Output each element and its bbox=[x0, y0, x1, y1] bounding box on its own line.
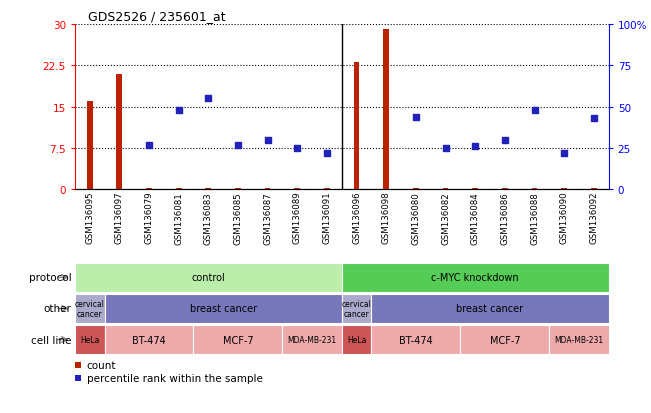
Text: HeLa: HeLa bbox=[347, 335, 367, 344]
Point bbox=[470, 144, 480, 150]
Bar bbox=[591, 189, 597, 190]
Bar bbox=[372, 294, 609, 323]
Bar bbox=[342, 263, 609, 292]
Point bbox=[233, 142, 243, 149]
Text: percentile rank within the sample: percentile rank within the sample bbox=[87, 373, 262, 383]
Text: HeLa: HeLa bbox=[80, 335, 100, 344]
Point bbox=[559, 150, 570, 157]
Bar bbox=[146, 189, 152, 190]
Bar bbox=[75, 294, 105, 323]
Text: cervical
cancer: cervical cancer bbox=[342, 299, 372, 318]
Bar bbox=[176, 189, 182, 190]
Bar bbox=[460, 325, 549, 354]
Bar bbox=[342, 294, 372, 323]
Bar bbox=[342, 325, 372, 354]
Bar bbox=[383, 30, 389, 190]
Text: c-MYC knockdown: c-MYC knockdown bbox=[432, 273, 519, 283]
Bar bbox=[353, 63, 359, 190]
Text: BT-474: BT-474 bbox=[399, 335, 433, 345]
Bar bbox=[549, 325, 609, 354]
Text: BT-474: BT-474 bbox=[132, 335, 166, 345]
Bar bbox=[87, 102, 92, 190]
Text: GDS2526 / 235601_at: GDS2526 / 235601_at bbox=[88, 10, 225, 23]
Point bbox=[292, 145, 303, 152]
Bar bbox=[413, 189, 419, 190]
Text: MDA-MB-231: MDA-MB-231 bbox=[288, 335, 337, 344]
Text: cell line: cell line bbox=[31, 335, 72, 345]
Bar bbox=[283, 325, 342, 354]
Text: breast cancer: breast cancer bbox=[456, 304, 523, 314]
Bar bbox=[193, 325, 283, 354]
Point bbox=[589, 116, 599, 122]
Text: cervical
cancer: cervical cancer bbox=[75, 299, 105, 318]
Bar bbox=[561, 189, 567, 190]
Point bbox=[144, 142, 154, 149]
Text: MDA-MB-231: MDA-MB-231 bbox=[555, 335, 603, 344]
Text: control: control bbox=[191, 273, 225, 283]
Point bbox=[262, 137, 273, 144]
Text: protocol: protocol bbox=[29, 273, 72, 283]
Bar bbox=[75, 325, 105, 354]
Text: breast cancer: breast cancer bbox=[189, 304, 256, 314]
Point bbox=[173, 107, 184, 114]
Bar bbox=[473, 189, 478, 190]
Text: other: other bbox=[44, 304, 72, 314]
Point bbox=[440, 145, 450, 152]
Bar bbox=[206, 189, 211, 190]
Bar bbox=[105, 325, 193, 354]
Point bbox=[322, 150, 332, 157]
Text: MCF-7: MCF-7 bbox=[490, 335, 520, 345]
Bar bbox=[235, 189, 241, 190]
Bar bbox=[502, 189, 508, 190]
Bar bbox=[105, 294, 342, 323]
Point bbox=[411, 114, 421, 121]
Point bbox=[203, 96, 214, 102]
Bar bbox=[117, 74, 122, 190]
Bar bbox=[294, 189, 300, 190]
Bar bbox=[372, 325, 460, 354]
Point bbox=[500, 137, 510, 144]
Bar bbox=[532, 189, 537, 190]
Text: count: count bbox=[87, 360, 116, 370]
Bar bbox=[324, 189, 330, 190]
Text: MCF-7: MCF-7 bbox=[223, 335, 253, 345]
Bar bbox=[265, 189, 270, 190]
Point bbox=[529, 107, 540, 114]
Bar bbox=[75, 263, 342, 292]
Bar bbox=[443, 189, 449, 190]
